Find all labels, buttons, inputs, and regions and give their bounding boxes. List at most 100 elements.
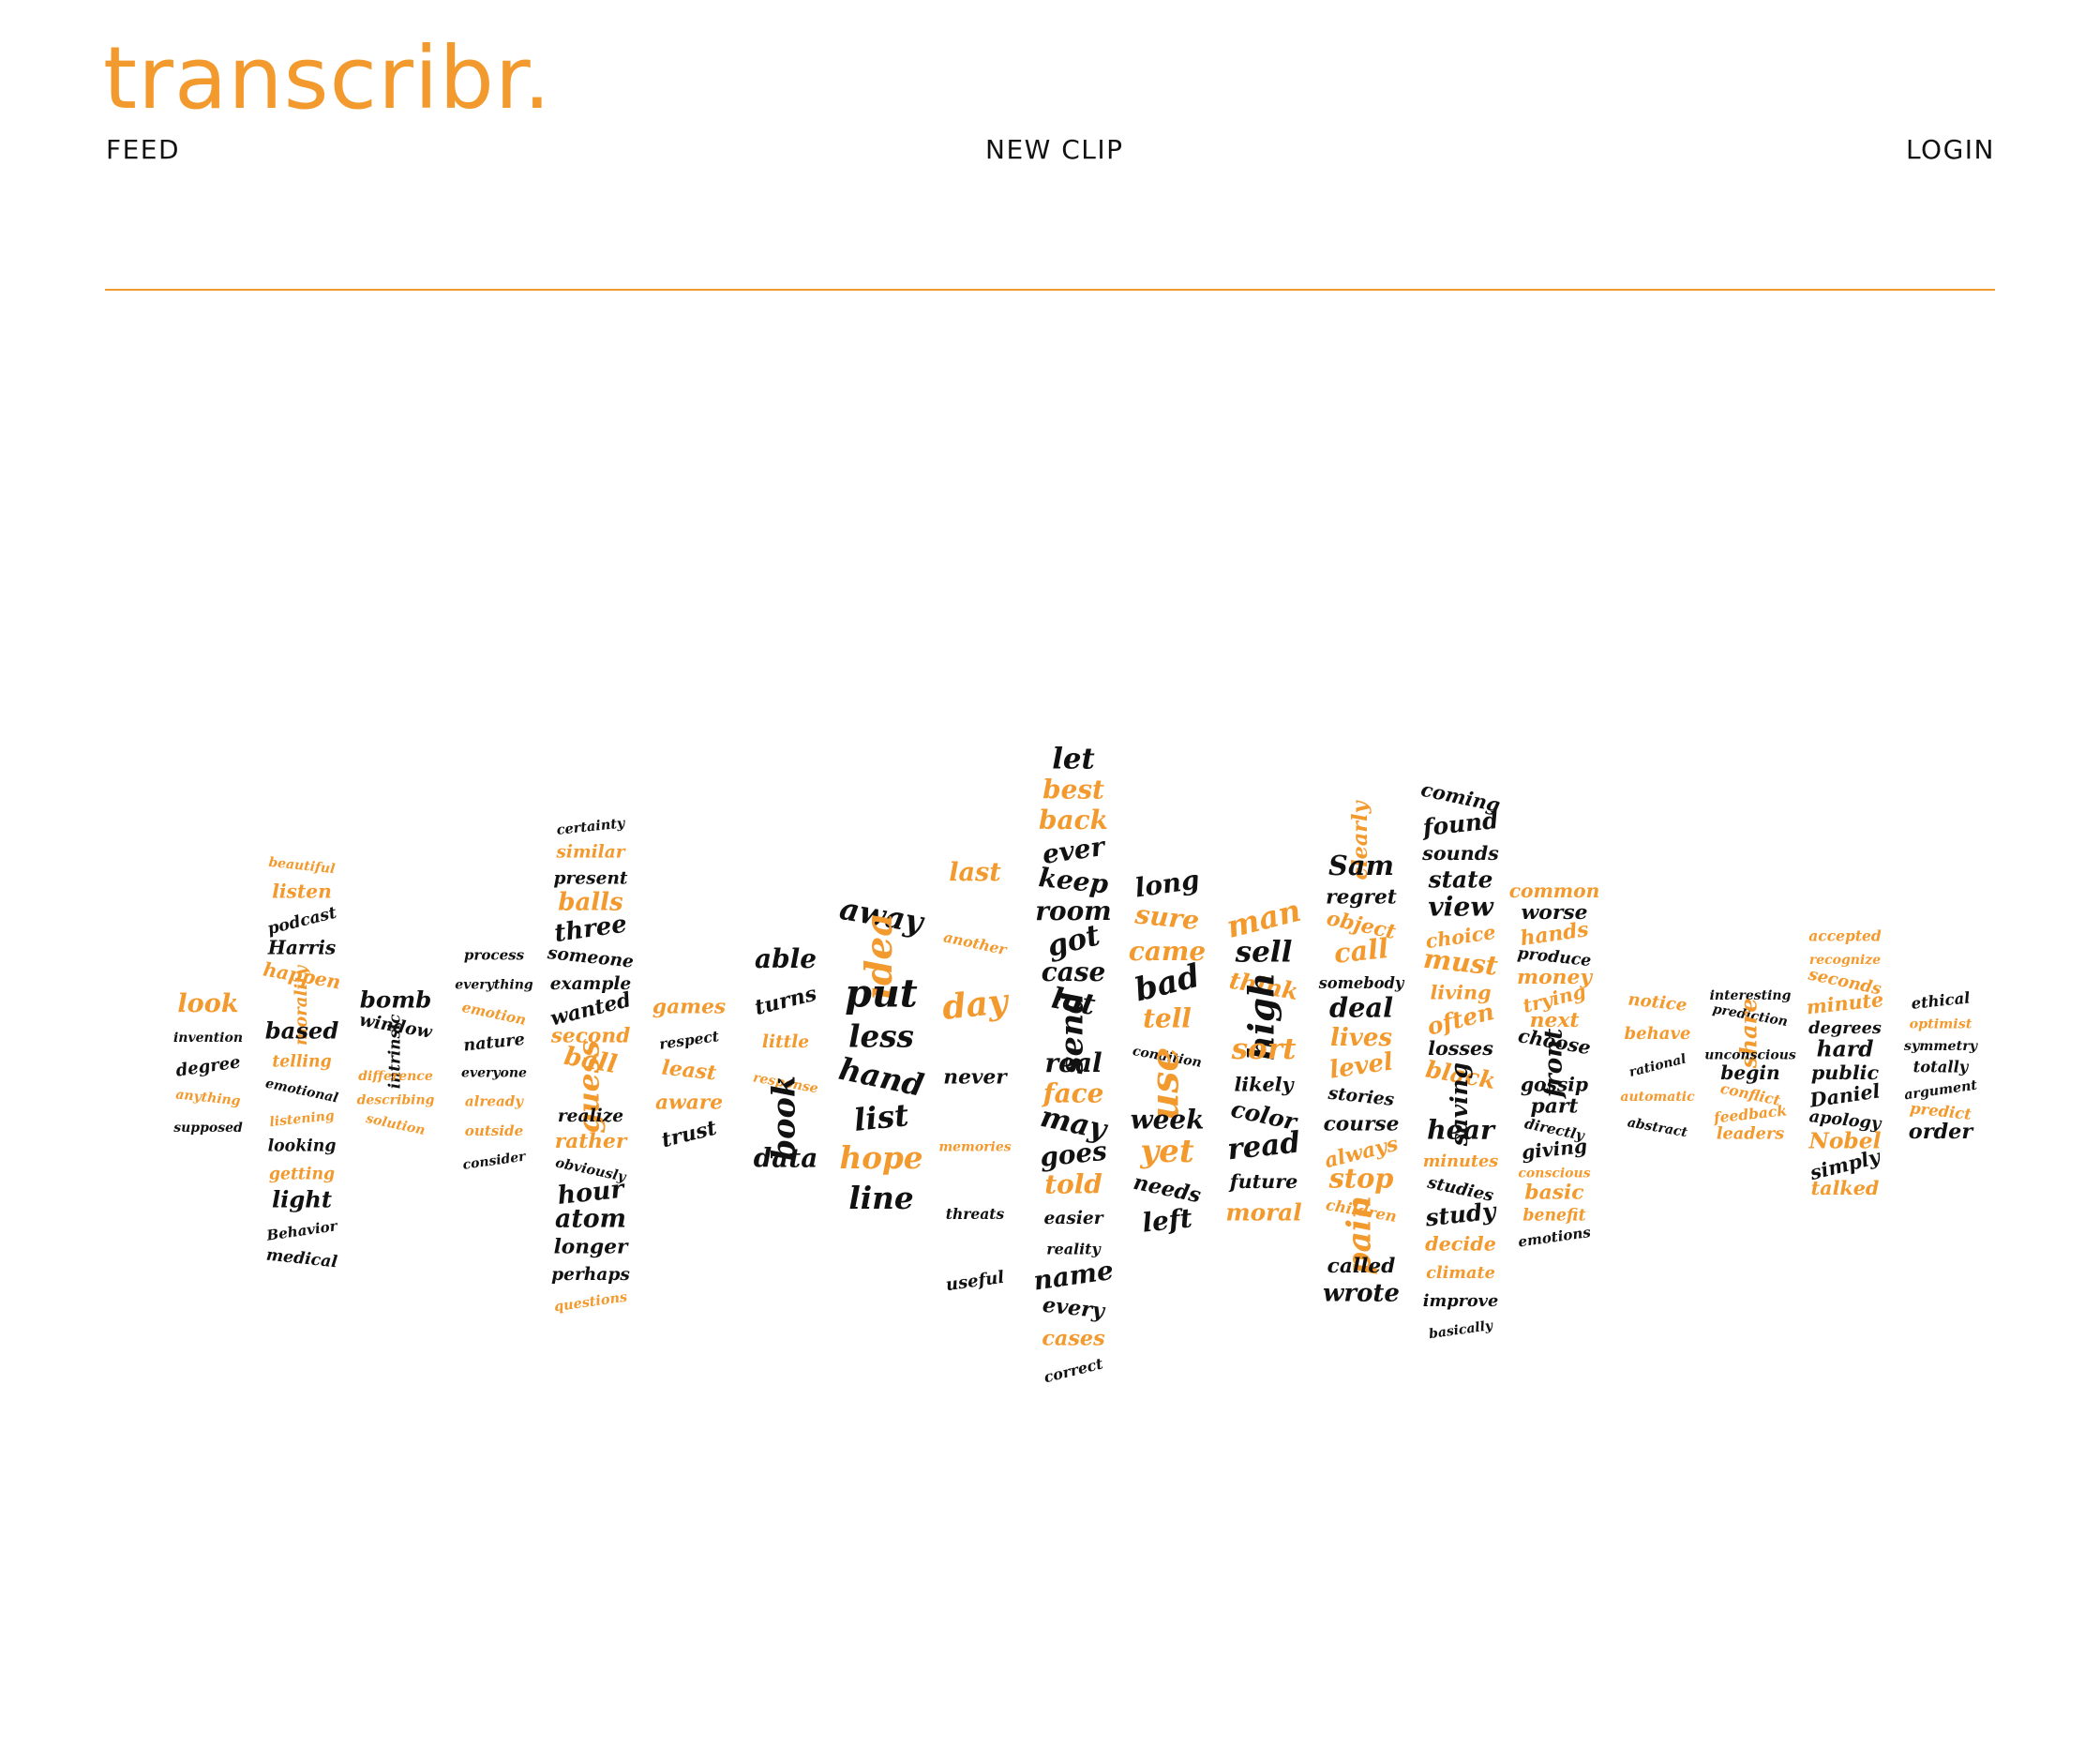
word-cloud-word: nature: [462, 1030, 525, 1056]
word-cloud-word: Behavior: [264, 1217, 338, 1244]
word-cloud-word: present: [553, 868, 627, 888]
word-cloud-word: longer: [554, 1236, 629, 1259]
word-cloud-column: interestingpredictionshareunconsciousbeg…: [1704, 988, 1796, 1144]
word-cloud-word: able: [755, 943, 817, 974]
word-cloud-word: talked: [1811, 1177, 1880, 1199]
word-cloud-word: anything: [175, 1087, 242, 1108]
word-cloud-word: similar: [555, 842, 625, 862]
word-cloud-word: correct: [1042, 1354, 1105, 1386]
word-cloud-word: climate: [1426, 1263, 1495, 1283]
word-cloud-word: data: [754, 1142, 818, 1173]
word-cloud-word: balls: [558, 889, 623, 917]
word-cloud-word: regret: [1326, 885, 1397, 909]
word-cloud-word: back: [1039, 805, 1108, 835]
word-cloud-word: basic: [1524, 1181, 1583, 1204]
word-cloud-word: saving: [1446, 1062, 1473, 1147]
word-cloud-word: front: [1538, 1029, 1568, 1100]
word-cloud-word: someone: [546, 943, 635, 972]
word-cloud-word: minute: [1806, 988, 1885, 1018]
word-cloud-word: worse: [1522, 901, 1588, 925]
header-divider: [105, 289, 1995, 291]
word-cloud-word: perhaps: [551, 1265, 630, 1285]
word-cloud-word: games: [652, 996, 726, 1019]
word-cloud-column: longsurecamebadtellconditionuseweekyetne…: [1129, 864, 1206, 1238]
word-cloud-word: must: [1422, 942, 1500, 982]
word-cloud-word: describing: [357, 1093, 435, 1108]
word-cloud-word: goes: [1039, 1136, 1109, 1173]
word-cloud-word: sort: [1231, 1032, 1297, 1066]
word-cloud-word: losses: [1428, 1037, 1493, 1060]
word-cloud-word: sounds: [1421, 842, 1499, 865]
word-cloud-word: called: [1328, 1255, 1396, 1278]
word-cloud-word: tell: [1143, 1003, 1192, 1034]
word-cloud-word: needs: [1132, 1170, 1204, 1209]
word-cloud-word: often: [1424, 998, 1496, 1041]
word-cloud-word: already: [465, 1093, 524, 1110]
nav-feed-link[interactable]: FEED: [106, 134, 181, 165]
word-cloud-word: order: [1909, 1120, 1975, 1144]
word-cloud-column: bombwindowintrinsicdifferencedescribings…: [357, 986, 435, 1138]
word-cloud-word: beautiful: [268, 855, 337, 877]
word-cloud-word: hour: [556, 1175, 627, 1211]
word-cloud-word: atom: [555, 1204, 626, 1233]
word-cloud-word: keep: [1037, 862, 1110, 900]
word-cloud-word: aware: [655, 1091, 723, 1115]
word-cloud-word: feedback: [1712, 1101, 1788, 1126]
word-cloud-word: read: [1225, 1125, 1301, 1167]
word-cloud-word: lives: [1330, 1024, 1392, 1052]
word-cloud-word: stop: [1328, 1162, 1394, 1194]
word-cloud-word: part: [1531, 1095, 1579, 1119]
word-cloud-column: certaintysimilarpresentballsthreesomeone…: [546, 815, 635, 1315]
word-cloud-word: getting: [269, 1166, 335, 1184]
word-cloud-word: next: [1530, 1009, 1580, 1032]
word-cloud-column: ethicaloptimistsymmetrytotallyargumentpr…: [1903, 988, 1979, 1144]
word-cloud-word: line: [848, 1180, 913, 1216]
word-cloud-word: living: [1430, 982, 1491, 1004]
word-cloud-column: mansellthinkhighsortlikelycolorreadfutur…: [1222, 892, 1304, 1227]
word-cloud-word: every: [1042, 1293, 1107, 1324]
word-cloud-word: benefit: [1522, 1206, 1585, 1225]
word-cloud-word: found: [1419, 806, 1499, 841]
word-cloud-word: emotional: [264, 1076, 339, 1106]
nav-new-clip-link[interactable]: NEW CLIP: [985, 134, 1124, 165]
word-cloud-word: sell: [1235, 935, 1293, 969]
word-cloud-word: somebody: [1318, 974, 1405, 992]
word-cloud-word: leaders: [1717, 1124, 1784, 1144]
word-cloud-word: certainty: [556, 815, 627, 838]
word-cloud-column: last another day never memories threats useful: [938, 858, 1012, 1295]
word-cloud-word: stories: [1327, 1084, 1396, 1110]
nav-login-link[interactable]: LOGIN: [1905, 134, 1995, 165]
word-cloud-word: never: [943, 1066, 1008, 1090]
word-cloud-word: medical: [265, 1246, 338, 1272]
word-cloud-word: everyone: [461, 1065, 527, 1080]
word-cloud-word: interesting: [1710, 988, 1792, 1003]
word-cloud-word: automatic: [1620, 1090, 1695, 1105]
word-cloud-word: hand: [835, 1050, 927, 1104]
word-cloud-column: letbestbackeverkeeproomgotcaselotsendrea…: [1031, 742, 1115, 1386]
word-cloud-word: reality: [1046, 1240, 1102, 1257]
word-cloud-word: Nobel: [1808, 1128, 1881, 1154]
word-cloud-word: Harris: [267, 937, 336, 959]
word-cloud-word: unconscious: [1704, 1048, 1796, 1063]
word-cloud-word: behave: [1624, 1024, 1690, 1044]
word-cloud-word: call: [1332, 932, 1389, 970]
word-cloud-word: threats: [946, 1205, 1005, 1223]
word-cloud-column: clearlySamregretobjectcallsomebodydealli…: [1318, 800, 1405, 1308]
word-cloud-word: invention: [173, 1031, 243, 1046]
word-cloud-word: ethical: [1911, 988, 1972, 1012]
word-cloud-column: beautifullistenpodcastHarrishappenmorali…: [262, 855, 342, 1272]
word-cloud-word: recognize: [1809, 953, 1881, 968]
word-cloud-word: gossip: [1521, 1074, 1588, 1096]
word-cloud-word: case: [1042, 956, 1106, 987]
word-cloud-word: money: [1517, 966, 1593, 989]
word-cloud-word: yet: [1139, 1133, 1193, 1170]
word-cloud-word: last: [949, 858, 1001, 887]
logo[interactable]: transcribr.: [103, 28, 552, 128]
word-cloud-word: realize: [558, 1106, 623, 1126]
word-cloud-column: comingfoundsoundsstateviewchoicemustlivi…: [1419, 778, 1503, 1343]
word-cloud-word: idea: [858, 912, 901, 999]
word-cloud-word: let: [1052, 742, 1095, 775]
